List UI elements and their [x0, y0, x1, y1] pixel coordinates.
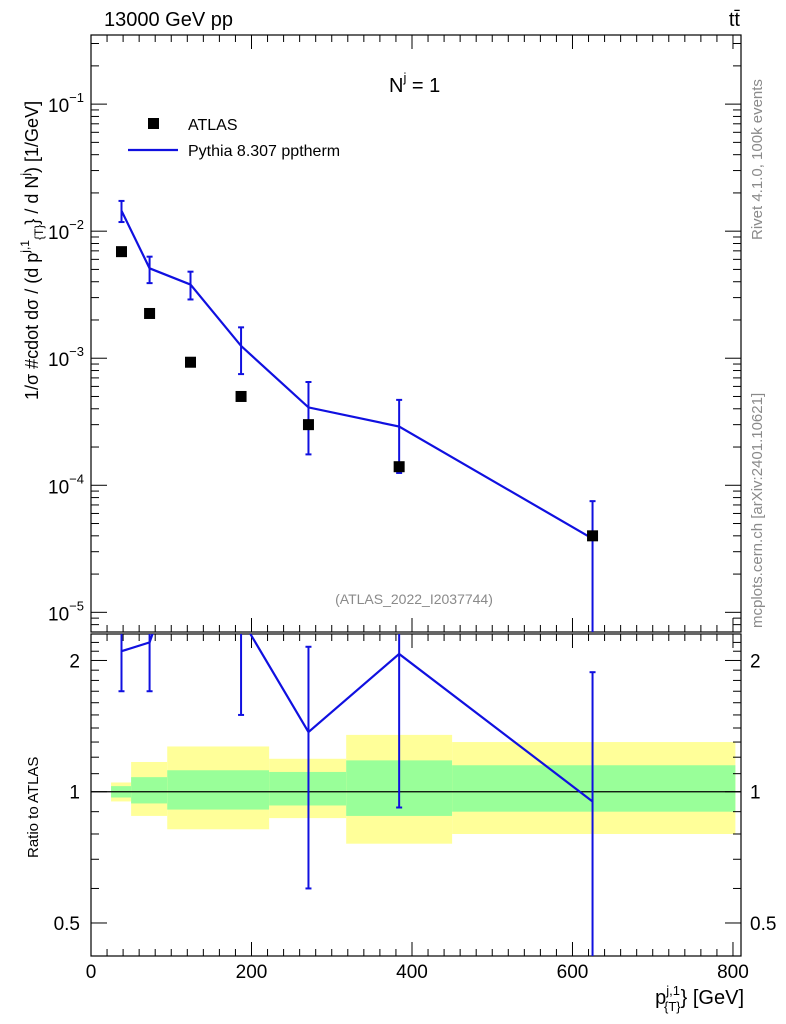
- ratio-bands: [111, 734, 736, 844]
- ratio-tick-label-right: 1: [750, 783, 761, 804]
- y-tick-label: 10−4: [48, 471, 84, 498]
- band-inner-5: [452, 765, 736, 812]
- x-tick-label: 200: [236, 962, 268, 983]
- ratio-tick-label-left: 1: [69, 783, 80, 804]
- atlas-data-point: [302, 419, 314, 431]
- x-tick-label: 400: [396, 962, 428, 983]
- band-inner-1: [131, 777, 168, 804]
- ratio-tick-label-right: 2: [750, 651, 761, 672]
- legend-atlas-label: ATLAS: [188, 117, 238, 134]
- atlas-data-point: [144, 307, 156, 319]
- y-tick-label: 10−3: [48, 344, 84, 371]
- atlas-data-point: [587, 530, 599, 542]
- y-axis-label: 1/σ #cdot dσ / (d pj,1{T}} / d Nj) [1/Ge…: [18, 101, 46, 400]
- y-tick-label: 10−1: [48, 90, 84, 117]
- analysis-watermark: (ATLAS_2022_I2037744): [335, 591, 493, 607]
- x-axis-label: pj,1 {T}} [GeV]: [655, 983, 744, 1014]
- atlas-data-point: [115, 246, 127, 258]
- atlas-data-point: [235, 390, 247, 402]
- x-tick-label: 600: [557, 962, 589, 983]
- process-label: tt̄: [729, 9, 741, 31]
- atlas-data-point: [393, 461, 405, 473]
- band-inner-2: [167, 770, 270, 810]
- mc-series: [118, 199, 596, 632]
- legend-pythia-label: Pythia 8.307 pptherm: [188, 143, 340, 160]
- main-plot-frame: [90, 34, 742, 633]
- mc-line: [120, 210, 594, 540]
- ratio-series: [118, 634, 596, 956]
- y-tick-label: 10−2: [48, 217, 84, 244]
- ratio-tick-label-left: 0.5: [54, 914, 80, 935]
- rivet-version-label: Rivet 4.1.0, 100k events: [749, 79, 766, 240]
- data-series: [115, 246, 599, 542]
- plot-title: Nj = 1: [389, 70, 440, 97]
- mcplots-label: mcplots.cern.ch [arXiv:2401.10621]: [749, 393, 766, 628]
- legend-atlas-marker: [148, 118, 159, 129]
- tick-labels: 0 200 400 600 800 10−1 10−2 10−3 10−4 10−5 0.5 0.5 1…: [48, 90, 776, 983]
- atlas-data-point: [185, 356, 197, 368]
- ratio-tick-label-left: 2: [69, 651, 80, 672]
- x-tick-label: 800: [717, 962, 749, 983]
- ratio-plot-frame: [90, 633, 742, 957]
- ratio-tick-label-right: 0.5: [750, 914, 776, 935]
- axis-ticks: [90, 35, 741, 956]
- x-tick-label: 0: [86, 962, 97, 983]
- y-tick-label: 10−5: [48, 598, 84, 625]
- ratio-y-axis-label: Ratio to ATLAS: [25, 757, 42, 858]
- energy-label: 13000 GeV pp: [104, 9, 233, 31]
